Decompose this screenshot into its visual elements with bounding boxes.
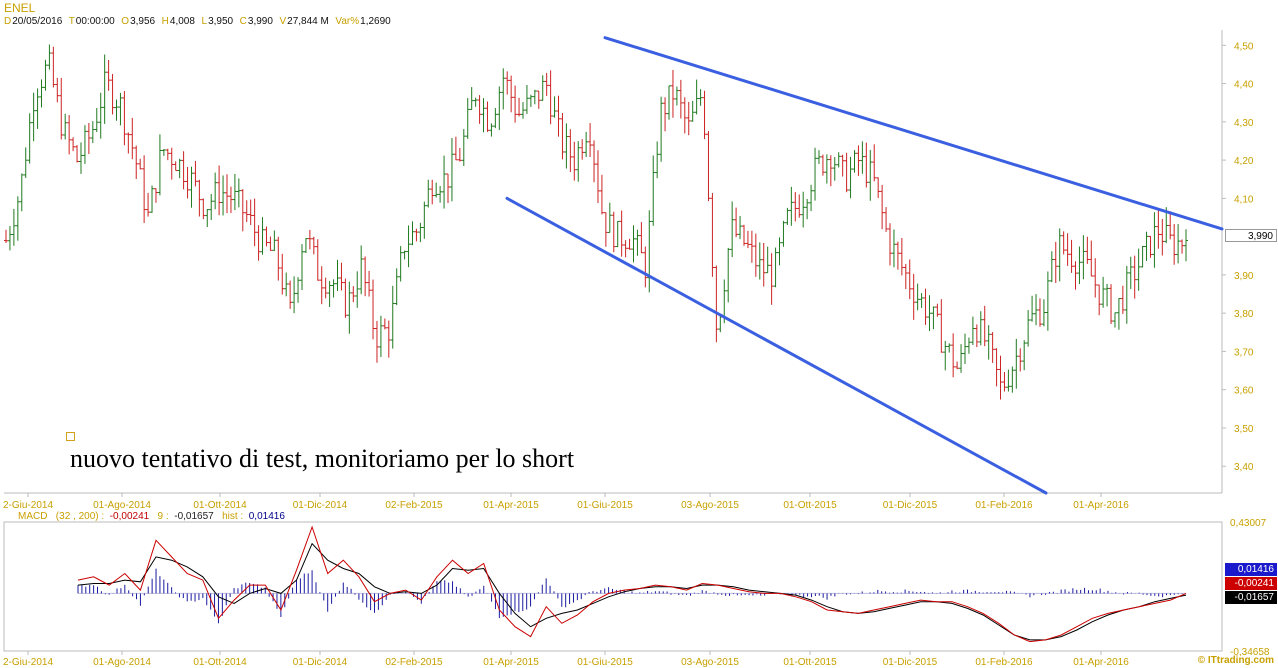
macd-readout: MACD (32 , 200) : -0,00241 9 : -0,01657 … bbox=[18, 511, 285, 522]
x-tick-label: 01-Apr-2016 bbox=[1073, 500, 1129, 511]
high-value: 4,008 bbox=[169, 16, 195, 27]
hist-key: hist : bbox=[222, 511, 244, 522]
y-tick-label: 3,50 bbox=[1234, 424, 1254, 435]
x-tick-label: 01-Dic-2015 bbox=[883, 500, 938, 511]
x-tick-label: 01-Apr-2015 bbox=[483, 500, 539, 511]
macd-panel-frame bbox=[3, 521, 1223, 652]
signal-line bbox=[77, 542, 1187, 641]
macd-value: -0,00241 bbox=[109, 511, 150, 522]
hist-badge: 0,01416 bbox=[1225, 563, 1277, 576]
annotation-marker[interactable] bbox=[66, 432, 75, 441]
x-tick-label: 01-Dic-2014 bbox=[293, 657, 348, 668]
x-tick-label: 01-Dic-2015 bbox=[883, 657, 938, 668]
x-tick-label: 01-Giu-2015 bbox=[577, 500, 633, 511]
x-tick-label: 02-Feb-2015 bbox=[385, 657, 443, 668]
volume-value: 27,844 M bbox=[287, 16, 329, 27]
y-tick-label: 4,30 bbox=[1234, 118, 1254, 129]
y-tick-label: 3,80 bbox=[1234, 309, 1254, 320]
macd-badge: -0,00241 bbox=[1225, 577, 1277, 590]
var-value: 1,2690 bbox=[360, 16, 391, 27]
x-tick-label: 01-Dic-2014 bbox=[293, 500, 348, 511]
x-tick-label: 01-Apr-2015 bbox=[483, 657, 539, 668]
ohlc-readout: D20/05/2016 T00:00:00 O3,956 H4,008 L3,9… bbox=[4, 16, 392, 27]
x-tick-label: 01-Ott-2014 bbox=[193, 500, 247, 511]
open-key: O bbox=[121, 16, 130, 27]
date-key: D bbox=[4, 16, 12, 27]
signal-value: -0,01657 bbox=[174, 511, 214, 522]
x-tick-label: 01-Giu-2015 bbox=[577, 657, 633, 668]
y-tick-label: 4,10 bbox=[1234, 194, 1254, 205]
signal-badge: -0,01657 bbox=[1225, 591, 1277, 604]
date-value: 20/05/2016 bbox=[12, 16, 63, 27]
x-tick-label: 01-Feb-2016 bbox=[975, 500, 1033, 511]
macd-y-tick-label: 0,43007 bbox=[1230, 518, 1267, 529]
low-key: L bbox=[201, 16, 208, 27]
close-key: C bbox=[239, 16, 247, 27]
macd-line bbox=[77, 525, 1187, 643]
macd-y-tick-label: -0,34658 bbox=[1230, 647, 1270, 658]
time-value: 00:00:00 bbox=[75, 16, 115, 27]
macd-params: (32 , 200) : bbox=[55, 511, 105, 522]
x-tick-label: 03-Ago-2015 bbox=[681, 500, 739, 511]
chart-title: ENEL bbox=[4, 1, 36, 15]
x-tick-label: 01-Ago-2014 bbox=[93, 657, 151, 668]
y-tick-label: 3,60 bbox=[1234, 386, 1254, 397]
x-tick-label: 01-Apr-2016 bbox=[1073, 657, 1129, 668]
signal-key: 9 : bbox=[157, 511, 169, 522]
x-tick-label: 01-Ott-2015 bbox=[783, 657, 837, 668]
upper-trendline bbox=[603, 36, 1224, 231]
x-tick-label: 01-Ott-2014 bbox=[193, 657, 247, 668]
y-tick-label: 3,40 bbox=[1234, 462, 1254, 473]
close-value: 3,990 bbox=[247, 16, 273, 27]
x-tick-label: 01-Ago-2014 bbox=[93, 500, 151, 511]
time-key: T bbox=[68, 16, 75, 27]
x-tick-label: 02-Feb-2015 bbox=[385, 500, 443, 511]
x-tick-label: 03-Ago-2015 bbox=[681, 657, 739, 668]
lower-trendline bbox=[505, 196, 1048, 495]
y-tick-label: 3,70 bbox=[1234, 347, 1254, 358]
last-price-badge: 3,990 bbox=[1225, 229, 1277, 242]
var-key: Var% bbox=[335, 16, 360, 27]
volume-key: V bbox=[279, 16, 287, 27]
open-value: 3,956 bbox=[130, 16, 156, 27]
x-tick-label: 01-Ott-2015 bbox=[783, 500, 837, 511]
y-tick-label: 3,90 bbox=[1234, 271, 1254, 282]
brand-watermark: © ITtrading.com bbox=[1197, 655, 1274, 666]
y-tick-label: 4,20 bbox=[1234, 156, 1254, 167]
y-tick-label: 4,50 bbox=[1234, 41, 1254, 52]
x-tick-label: 01-Feb-2016 bbox=[975, 657, 1033, 668]
macd-label: MACD bbox=[18, 511, 48, 522]
x-tick-label: 2-Giu-2014 bbox=[3, 500, 53, 511]
low-value: 3,950 bbox=[208, 16, 234, 27]
high-key: H bbox=[161, 16, 169, 27]
chart-annotation[interactable]: nuovo tentativo di test, monitoriamo per… bbox=[70, 444, 575, 473]
x-tick-label: 2-Giu-2014 bbox=[3, 657, 53, 668]
y-tick-label: 4,40 bbox=[1234, 80, 1254, 91]
hist-value: 0,01416 bbox=[248, 511, 285, 522]
